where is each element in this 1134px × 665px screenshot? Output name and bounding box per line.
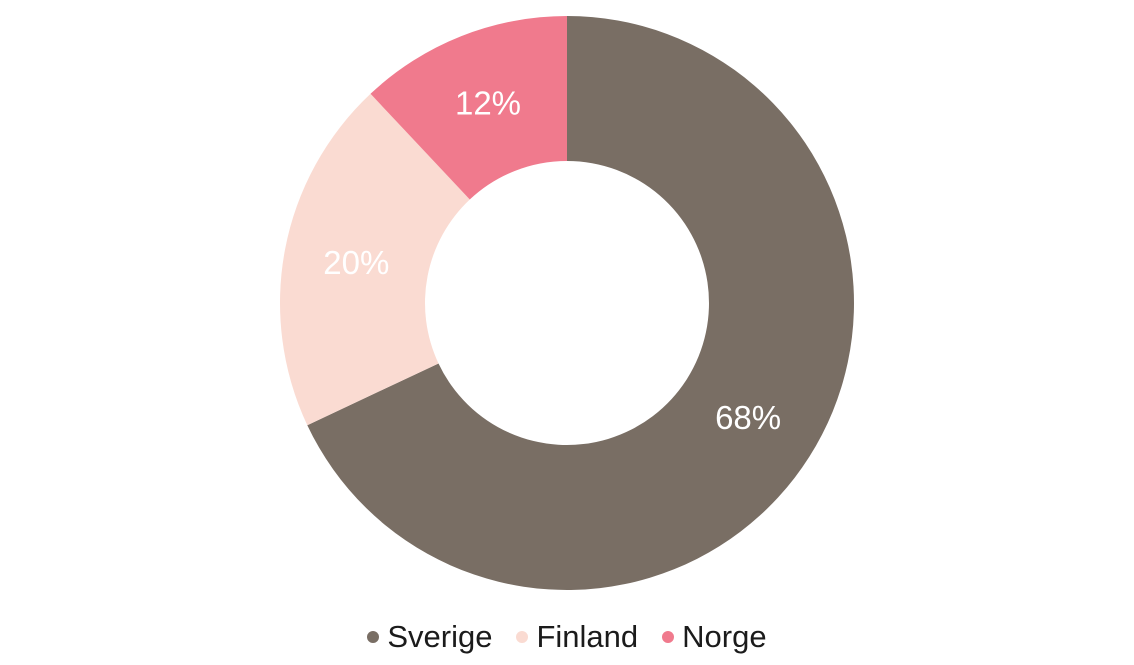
- legend-label: Norge: [682, 618, 767, 654]
- legend-swatch-icon: [662, 631, 675, 643]
- legend-item-finland: Finland: [516, 618, 639, 654]
- chart-legend: Sverige Finland Norge: [0, 616, 1134, 658]
- legend-swatch-icon: [516, 631, 529, 643]
- legend-swatch-icon: [367, 631, 380, 643]
- slice-data-label-sverige: 68%: [715, 399, 781, 436]
- donut-chart: 68% 20% 12%: [279, 15, 854, 590]
- donut-slice-finland: [279, 93, 470, 426]
- legend-label: Sverige: [387, 618, 493, 654]
- donut-slice-norge: [370, 15, 567, 200]
- legend-item-norge: Norge: [662, 618, 767, 654]
- legend-item-sverige: Sverige: [367, 618, 493, 654]
- slice-data-label-norge: 12%: [455, 85, 521, 122]
- legend-label: Finland: [536, 618, 639, 654]
- slice-data-label-finland: 20%: [323, 244, 389, 281]
- donut-slice-sverige: [307, 16, 854, 590]
